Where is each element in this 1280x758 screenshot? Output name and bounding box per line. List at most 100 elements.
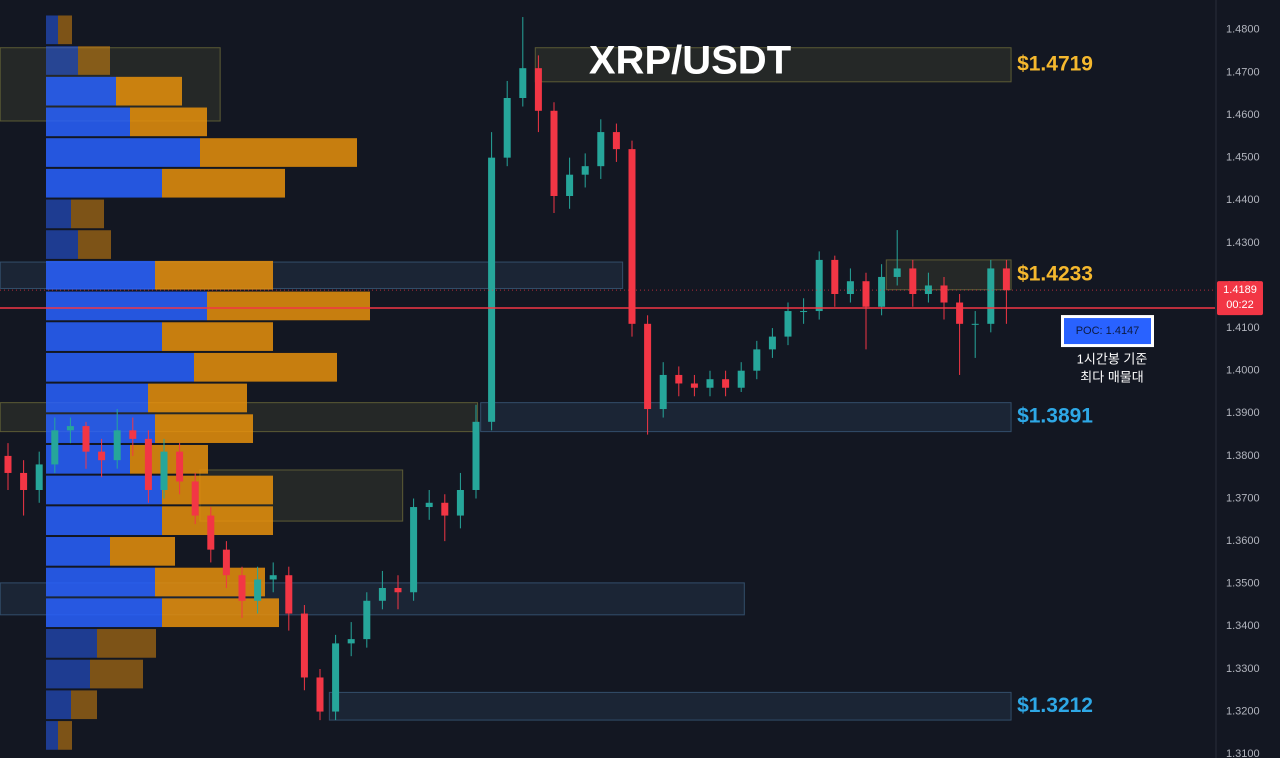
candle-body <box>644 323 652 410</box>
candle-body <box>862 281 870 307</box>
volume-buy <box>46 537 110 566</box>
volume-sell <box>116 76 182 106</box>
candle-body <box>956 302 964 324</box>
volume-sell <box>162 168 285 198</box>
volume-buy <box>46 46 78 75</box>
candle-body <box>347 639 355 644</box>
candle-body <box>1002 268 1010 291</box>
volume-sell <box>90 659 143 689</box>
volume-sell <box>97 629 156 658</box>
candle-body <box>35 464 43 490</box>
volume-sell <box>130 107 207 137</box>
candle-body <box>82 426 90 452</box>
y-tick-label: 1.3100 <box>1226 748 1260 758</box>
volume-sell <box>194 352 337 382</box>
candle-body <box>550 110 558 196</box>
candle-body <box>488 157 496 422</box>
candle-body <box>753 349 761 371</box>
candle-body <box>160 451 168 490</box>
candle-body <box>269 575 277 580</box>
volume-sell <box>71 199 104 229</box>
candle-body <box>113 430 121 461</box>
y-tick-label: 1.3400 <box>1226 620 1260 632</box>
candle-body <box>597 132 605 167</box>
volume-buy <box>46 199 71 229</box>
volume-buy <box>46 230 78 259</box>
volume-buy <box>46 475 162 505</box>
volume-sell <box>78 46 110 75</box>
volume-buy <box>46 291 207 321</box>
candle-body <box>519 68 527 98</box>
candle-body <box>222 549 230 576</box>
last-price-box <box>1217 281 1263 316</box>
candle-body <box>4 455 12 473</box>
candle-body <box>456 489 464 516</box>
candle-body <box>659 374 667 410</box>
volume-sell <box>155 260 273 290</box>
volume-buy <box>46 383 148 413</box>
candle-body <box>66 426 74 431</box>
candle-body <box>846 281 854 294</box>
y-tick-label: 1.3300 <box>1226 663 1260 675</box>
zone-label: $1.3212 <box>1017 694 1093 717</box>
candle-body <box>425 502 433 508</box>
candle-body <box>800 311 808 313</box>
volume-buy <box>46 107 130 137</box>
candle-body <box>20 472 28 490</box>
countdown: 00:22 <box>1226 299 1254 311</box>
candle-body <box>410 507 418 593</box>
volume-sell <box>162 506 273 536</box>
y-tick-label: 1.4300 <box>1226 237 1260 249</box>
volume-buy <box>46 567 155 597</box>
candle-body <box>940 285 948 303</box>
poc-box <box>1064 318 1151 345</box>
candle-body <box>144 438 152 490</box>
candle-body <box>129 430 137 439</box>
candle-body <box>176 451 184 482</box>
candle-body <box>878 276 886 307</box>
candle-body <box>441 502 449 516</box>
y-tick-label: 1.4400 <box>1226 194 1260 206</box>
volume-sell <box>148 383 247 413</box>
candle-body <box>207 515 215 550</box>
volume-buy <box>46 138 200 167</box>
candle-body <box>503 97 511 158</box>
volume-sell <box>155 567 265 597</box>
note: 1시간봉 기준 <box>1077 351 1148 366</box>
candle-body <box>581 166 589 175</box>
last-price-label: 1.4189 <box>1223 284 1257 296</box>
volume-sell <box>162 598 279 628</box>
zone <box>480 402 1012 433</box>
candle-body <box>254 579 262 601</box>
volume-buy <box>46 322 162 351</box>
zone-label: $1.4719 <box>1017 52 1093 75</box>
candle-body <box>815 259 823 312</box>
candle-body <box>909 268 917 294</box>
candle-body <box>316 677 324 712</box>
y-tick-label: 1.3900 <box>1226 407 1260 419</box>
y-tick-label: 1.4700 <box>1226 66 1260 78</box>
candle-body <box>472 421 480 490</box>
candle-body <box>566 174 574 196</box>
volume-buy <box>46 260 155 290</box>
candle-body <box>378 587 386 601</box>
y-tick-label: 1.4500 <box>1226 152 1260 164</box>
volume-sell <box>130 444 208 474</box>
volume-buy <box>46 414 155 443</box>
volume-sell <box>200 138 357 167</box>
volume-buy <box>46 598 162 628</box>
candle-body <box>737 370 745 388</box>
zone-label: $1.4233 <box>1017 262 1093 285</box>
y-tick-label: 1.4100 <box>1226 322 1260 334</box>
volume-sell <box>162 322 273 351</box>
candle-body <box>690 383 698 388</box>
volume-buy <box>46 352 194 382</box>
candle-body <box>971 323 979 325</box>
volume-buy <box>46 168 162 198</box>
candle-body <box>628 149 636 324</box>
candle-body <box>394 587 402 593</box>
volume-buy <box>46 659 90 689</box>
note: 최다 매물대 <box>1080 369 1143 384</box>
y-tick-label: 1.4000 <box>1226 365 1260 377</box>
